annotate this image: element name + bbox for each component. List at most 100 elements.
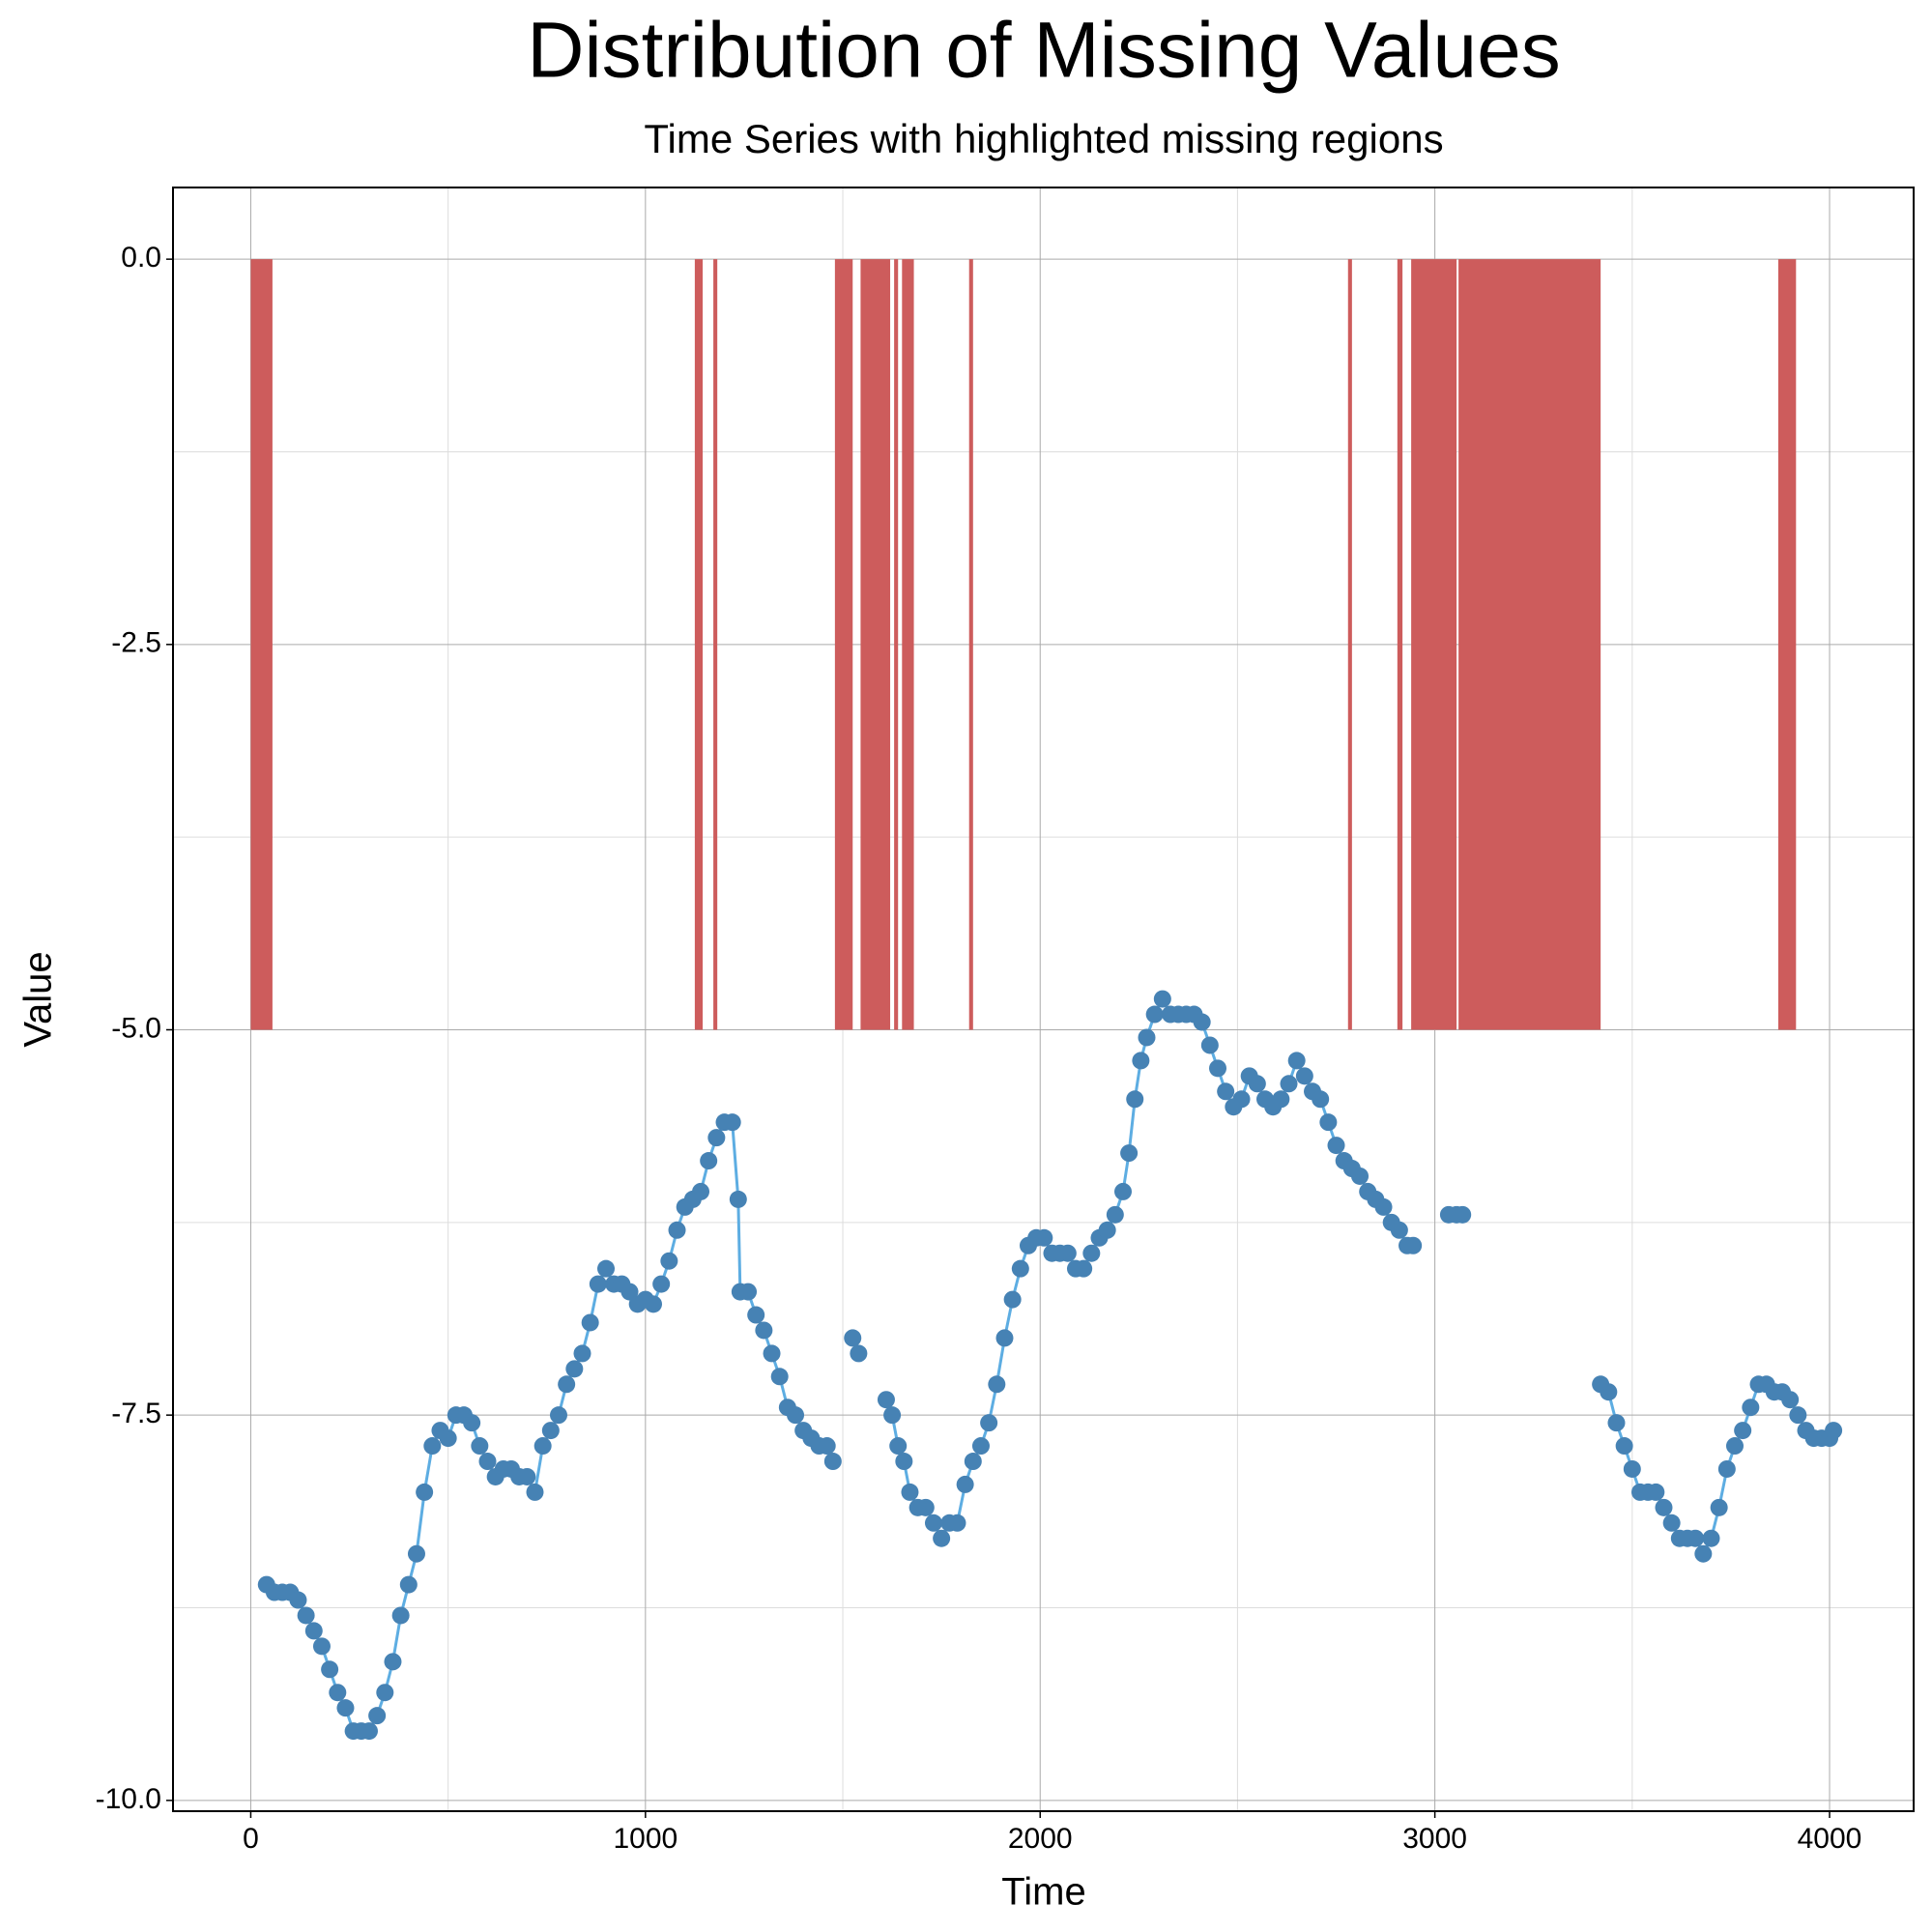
x-tick-label: 2000 (1008, 1823, 1073, 1855)
data-point (747, 1306, 765, 1324)
data-point (1113, 1182, 1132, 1200)
data-point (956, 1475, 974, 1493)
data-point (1404, 1236, 1423, 1254)
data-point (541, 1422, 560, 1440)
data-point (1710, 1498, 1728, 1516)
chart-subtitle: Time Series with highlighted missing reg… (644, 116, 1443, 161)
data-point (312, 1637, 331, 1656)
data-point (368, 1707, 387, 1725)
data-point (692, 1182, 710, 1200)
data-point (533, 1437, 552, 1456)
data-point (1132, 1052, 1150, 1070)
data-point (1319, 1113, 1338, 1132)
data-point (1742, 1399, 1760, 1417)
data-point (787, 1406, 805, 1425)
data-point (948, 1514, 966, 1532)
x-tick-label: 1000 (613, 1823, 678, 1855)
data-point (399, 1575, 418, 1594)
data-point (995, 1329, 1014, 1347)
data-point (1694, 1544, 1713, 1563)
data-point (916, 1498, 935, 1516)
y-tick-label: 0.0 (121, 242, 161, 274)
missing-region (968, 259, 973, 1030)
data-point (700, 1152, 718, 1170)
y-tick-label: -5.0 (111, 1012, 161, 1044)
missing-region (834, 259, 853, 1030)
data-point (573, 1344, 591, 1363)
data-point (620, 1283, 639, 1301)
data-point (1702, 1529, 1720, 1547)
missing-region (894, 259, 899, 1030)
data-point (304, 1622, 323, 1640)
missing-region (250, 259, 273, 1030)
data-point (964, 1453, 982, 1471)
data-point (1623, 1459, 1641, 1478)
data-point (1209, 1059, 1227, 1078)
data-point (463, 1414, 481, 1432)
missing-region (1411, 259, 1457, 1030)
data-point (478, 1453, 497, 1471)
data-point (518, 1467, 536, 1485)
data-point (1789, 1406, 1807, 1425)
data-point (850, 1344, 868, 1363)
x-tick-label: 4000 (1798, 1823, 1862, 1855)
missing-region (1458, 259, 1601, 1030)
data-point (1687, 1529, 1705, 1547)
data-point (901, 1483, 919, 1501)
data-point (660, 1252, 678, 1270)
chart-title: Distribution of Missing Values (527, 7, 1560, 95)
data-point (980, 1414, 998, 1432)
missing-region (1347, 259, 1352, 1030)
data-point (1145, 1005, 1164, 1024)
data-point (1217, 1082, 1235, 1101)
data-point (558, 1375, 576, 1394)
data-point (1454, 1205, 1472, 1224)
data-point (1082, 1244, 1101, 1262)
data-point (1600, 1383, 1618, 1401)
data-point (889, 1437, 908, 1456)
data-point (1390, 1221, 1408, 1239)
data-point (1825, 1422, 1843, 1440)
data-point (739, 1283, 758, 1301)
data-point (1138, 1028, 1156, 1047)
data-point (1295, 1067, 1313, 1085)
data-point (1106, 1205, 1124, 1224)
data-point (336, 1699, 355, 1717)
data-point (823, 1453, 842, 1471)
data-point (1011, 1259, 1029, 1278)
y-tick-label: -7.5 (111, 1398, 161, 1429)
data-point (1098, 1221, 1116, 1239)
data-point (360, 1722, 378, 1741)
data-point (763, 1344, 781, 1363)
missing-region (1397, 259, 1403, 1030)
data-point (988, 1375, 1006, 1394)
data-point (1003, 1290, 1022, 1309)
data-point (877, 1391, 895, 1409)
data-point (1153, 990, 1171, 1008)
data-point (1615, 1437, 1633, 1456)
y-tick-label: -10.0 (96, 1783, 161, 1815)
data-point (1607, 1414, 1626, 1432)
data-point (1193, 1013, 1211, 1031)
data-point (1035, 1228, 1053, 1247)
data-point (755, 1321, 773, 1340)
data-point (770, 1368, 789, 1386)
data-point (565, 1360, 584, 1378)
x-tick-label: 3000 (1402, 1823, 1467, 1855)
data-point (895, 1453, 913, 1471)
data-point (407, 1544, 425, 1563)
data-point (1655, 1498, 1673, 1516)
data-point (645, 1295, 663, 1313)
data-point (1287, 1052, 1306, 1070)
data-point (321, 1660, 339, 1679)
data-point (1312, 1090, 1330, 1109)
data-point (818, 1437, 836, 1456)
x-tick-label: 0 (243, 1823, 259, 1855)
data-point (329, 1684, 347, 1702)
data-point (1662, 1514, 1681, 1532)
data-point (1075, 1259, 1093, 1278)
data-point (1734, 1422, 1752, 1440)
data-point (391, 1606, 410, 1625)
missing-region (1777, 259, 1797, 1030)
